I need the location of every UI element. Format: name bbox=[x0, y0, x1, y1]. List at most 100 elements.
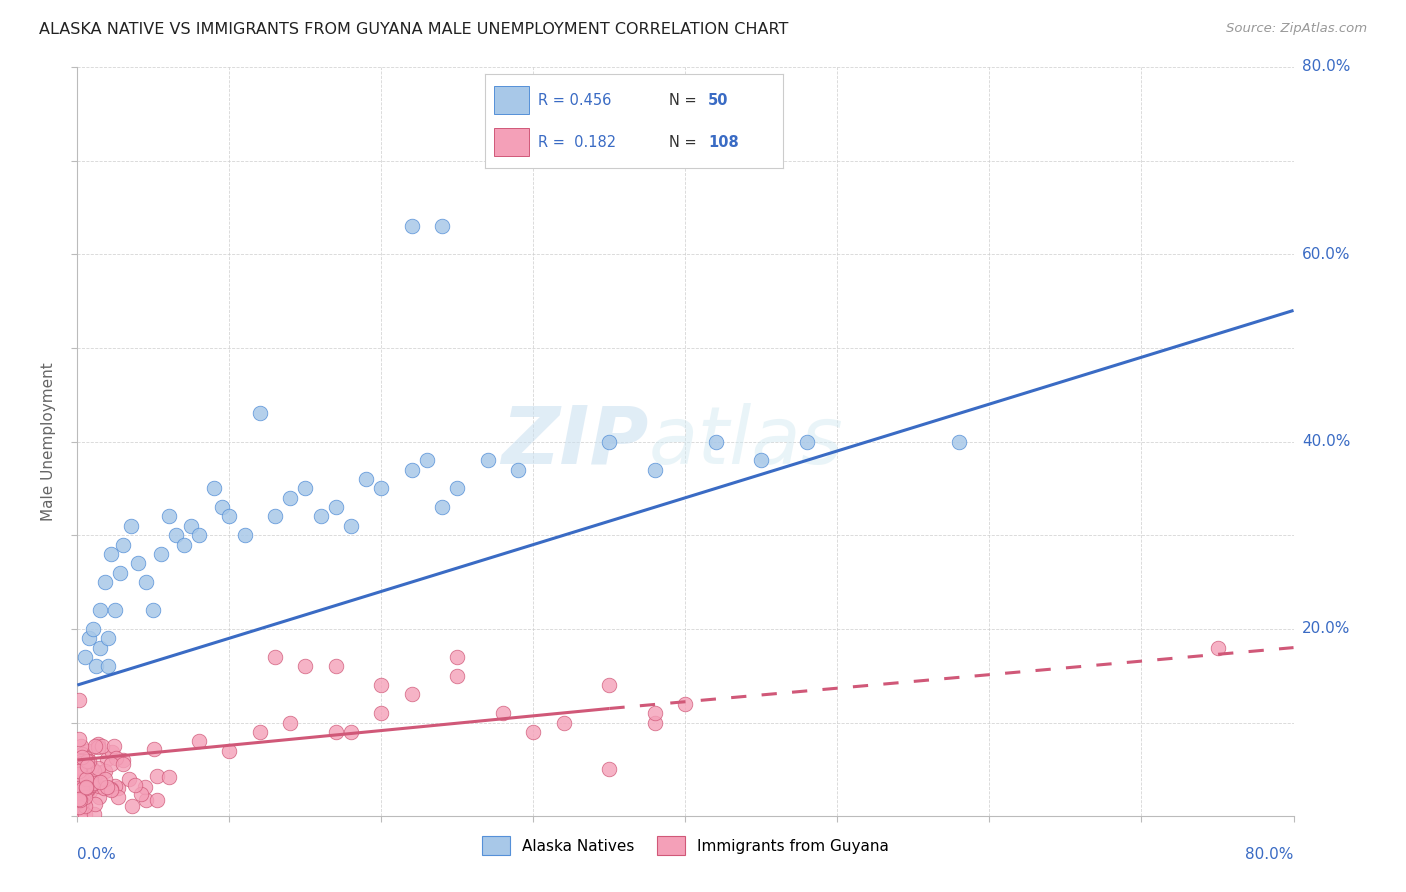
Point bbox=[675, 697, 697, 711]
Point bbox=[401, 462, 423, 476]
Point bbox=[211, 500, 233, 514]
Point bbox=[75, 777, 97, 791]
Point bbox=[135, 574, 157, 589]
Point bbox=[370, 482, 392, 496]
Point bbox=[94, 772, 117, 786]
Point bbox=[70, 795, 93, 809]
Point bbox=[309, 509, 332, 524]
Point bbox=[107, 789, 129, 804]
Point bbox=[294, 482, 316, 496]
Point bbox=[598, 678, 620, 692]
Point bbox=[202, 482, 225, 496]
Point bbox=[120, 518, 142, 533]
Point bbox=[157, 509, 180, 524]
Point bbox=[704, 434, 727, 449]
Point bbox=[401, 219, 423, 233]
Point bbox=[103, 739, 125, 753]
Point bbox=[73, 790, 96, 805]
Point bbox=[87, 737, 110, 751]
Point bbox=[553, 715, 575, 730]
Point bbox=[67, 766, 90, 780]
Point bbox=[233, 528, 256, 542]
Text: ZIP: ZIP bbox=[502, 402, 650, 481]
Point bbox=[70, 756, 93, 770]
Point bbox=[1206, 640, 1229, 655]
Point bbox=[104, 751, 127, 765]
Legend: Alaska Natives, Immigrants from Guyana: Alaska Natives, Immigrants from Guyana bbox=[474, 829, 897, 863]
Point bbox=[69, 739, 91, 753]
Point bbox=[89, 775, 111, 789]
Point bbox=[87, 790, 110, 805]
Point bbox=[87, 779, 110, 793]
Point bbox=[100, 783, 122, 797]
Point bbox=[73, 649, 96, 664]
Point bbox=[89, 640, 111, 655]
Point bbox=[111, 537, 134, 551]
Point bbox=[124, 778, 146, 792]
Point bbox=[188, 528, 211, 542]
Point bbox=[108, 566, 131, 580]
Point bbox=[75, 784, 97, 798]
Point bbox=[84, 659, 107, 673]
Point bbox=[446, 482, 468, 496]
Point bbox=[446, 669, 468, 683]
Point bbox=[294, 659, 316, 673]
Point bbox=[67, 767, 90, 781]
Point bbox=[100, 547, 122, 561]
Text: atlas: atlas bbox=[650, 402, 844, 481]
Point bbox=[430, 219, 453, 233]
Point bbox=[83, 772, 105, 786]
Point bbox=[370, 706, 392, 721]
Point bbox=[87, 739, 110, 754]
Point bbox=[97, 659, 120, 673]
Text: 80.0%: 80.0% bbox=[1246, 847, 1294, 862]
Point bbox=[477, 453, 499, 467]
Point bbox=[83, 807, 105, 822]
Point bbox=[146, 793, 169, 807]
Point bbox=[79, 779, 101, 793]
Point bbox=[134, 780, 156, 795]
Point bbox=[93, 780, 115, 795]
Point bbox=[87, 760, 110, 774]
Point bbox=[70, 773, 93, 788]
Point bbox=[69, 793, 91, 807]
Point bbox=[67, 748, 90, 763]
Point bbox=[96, 780, 118, 795]
Point bbox=[416, 453, 439, 467]
Point bbox=[70, 796, 93, 810]
Point bbox=[70, 747, 93, 762]
Point bbox=[218, 509, 240, 524]
Point bbox=[188, 734, 211, 748]
Point bbox=[67, 792, 90, 806]
Point bbox=[104, 603, 127, 617]
Point bbox=[142, 603, 165, 617]
Point bbox=[84, 797, 107, 811]
Point bbox=[107, 780, 129, 795]
Point bbox=[149, 547, 172, 561]
Point bbox=[325, 724, 347, 739]
Point bbox=[100, 756, 122, 771]
Point bbox=[112, 753, 135, 767]
Point bbox=[325, 500, 347, 514]
Point bbox=[100, 781, 122, 796]
Point bbox=[87, 764, 110, 779]
Point bbox=[89, 603, 111, 617]
Point bbox=[118, 772, 141, 786]
Point bbox=[76, 781, 98, 796]
Point bbox=[67, 692, 90, 706]
Point bbox=[75, 806, 97, 821]
Y-axis label: Male Unemployment: Male Unemployment bbox=[41, 362, 56, 521]
Point bbox=[522, 724, 544, 739]
Point bbox=[76, 759, 98, 773]
Point bbox=[79, 784, 101, 798]
Point bbox=[129, 787, 152, 801]
Point bbox=[75, 750, 97, 764]
Point bbox=[82, 775, 104, 789]
Point bbox=[94, 764, 117, 778]
Point bbox=[72, 781, 94, 796]
Point bbox=[77, 754, 100, 768]
Point bbox=[644, 715, 666, 730]
Point bbox=[173, 537, 195, 551]
Point bbox=[75, 772, 97, 786]
Point bbox=[101, 745, 124, 759]
